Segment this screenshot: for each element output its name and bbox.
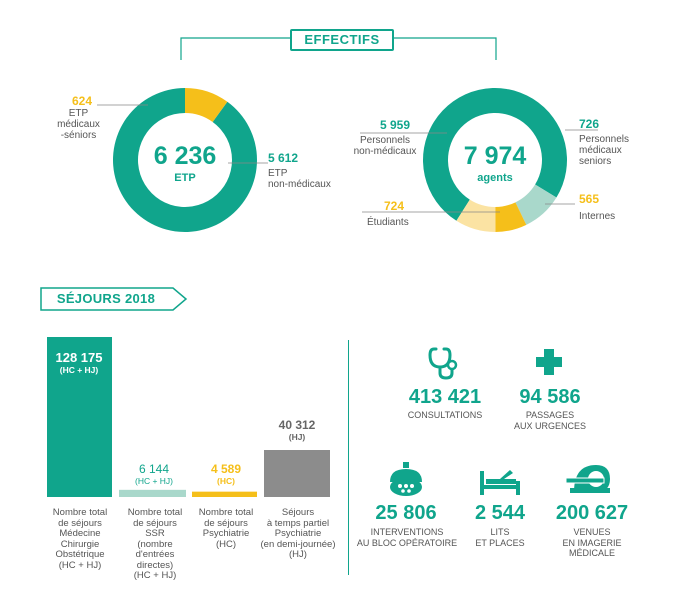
stat-interventions-label: INTERVENTIONS AU BLOC OPÉRATOIRE xyxy=(356,527,458,548)
stat-imagerie-value: 200 627 xyxy=(555,502,629,524)
stethoscope-icon xyxy=(428,347,458,380)
section-divider xyxy=(348,340,349,575)
bar-ssr xyxy=(119,489,186,497)
agents-donut xyxy=(423,88,567,232)
bar-psy-hc xyxy=(192,491,257,497)
bar-psy-hj xyxy=(264,450,330,497)
agents-medical-value: 726 xyxy=(579,117,600,131)
agents-nonmedical-value: 5 959 xyxy=(380,118,411,132)
bar-category-psy-hj: Séjours à temps partiel Psychiatrie (en de… xyxy=(260,507,336,560)
etp-nonmedical-value: 5 612 xyxy=(268,151,299,165)
agents-students-slice xyxy=(456,199,496,232)
etp-medical-value: 624 xyxy=(72,94,93,108)
agents-students-label: Étudiants xyxy=(367,217,409,228)
bar-value-label-ssr: 6 144 (HC + HJ) xyxy=(134,462,173,486)
agents-nonmedical-label: Personnels non-médicaux xyxy=(353,135,417,157)
etp-medical-slice xyxy=(185,88,228,122)
sejours-title-frame xyxy=(40,287,188,311)
etp-total-value: 6 236 xyxy=(153,142,217,170)
etp-nonmedical-label: ETP non-médicaux xyxy=(268,168,331,190)
agents-interns-value: 565 xyxy=(579,192,600,206)
agents-interns-slice xyxy=(495,202,527,232)
agents-medical-slice xyxy=(515,184,557,225)
bar-value-label-psy-hj: 40 312 (HJ) xyxy=(278,418,316,442)
agents-students-value: 724 xyxy=(384,199,405,213)
etp-total-label: ETP xyxy=(174,172,196,184)
mri-scanner-icon xyxy=(566,465,610,493)
agents-leader-lines xyxy=(360,129,598,213)
bar-category-psy-hc: Nombre total de séjours Psychiatrie (HC) xyxy=(198,507,254,550)
stat-lits-value: 2 544 xyxy=(474,502,526,524)
etp-medical-label: ETP médicaux -séniors xyxy=(57,108,100,141)
stat-consultations-label: CONSULTATIONS xyxy=(407,410,483,420)
bar-value-label-mco: 128 175 (HC + HJ) xyxy=(55,350,103,375)
agents-nonmedical-slice xyxy=(423,88,567,221)
stat-imagerie-label: VENUES EN IMAGERIE MÉDICALE xyxy=(562,527,622,558)
stat-urgences-value: 94 586 xyxy=(519,386,581,408)
etp-nonmedical-slice xyxy=(113,88,257,232)
effectifs-title: EFFECTIFS xyxy=(290,29,394,51)
stat-lits-label: LITS ET PLACES xyxy=(475,527,525,548)
stat-consultations-value: 413 421 xyxy=(408,386,482,408)
bar-category-mco: Nombre total de séjours Médecine Chirurgie… xyxy=(52,507,108,571)
medical-cross-icon xyxy=(536,349,562,375)
sejours-title: SÉJOURS 2018 xyxy=(56,291,156,306)
bar-mco xyxy=(47,337,112,497)
agents-medical-label: Personnels médicaux seniors xyxy=(579,134,630,167)
etp-donut xyxy=(113,88,257,232)
etp-leader-lines xyxy=(97,104,268,164)
surgical-lamp-icon xyxy=(390,462,422,496)
stat-urgences-label: PASSAGES AUX URGENCES xyxy=(513,410,586,431)
agents-total-label: agents xyxy=(477,172,513,184)
stat-interventions-value: 25 806 xyxy=(375,502,437,524)
bar-category-ssr: Nombre total de séjours SSR (nombre d'entr… xyxy=(127,507,183,581)
hospital-bed-icon xyxy=(480,470,520,495)
effectifs-bracket xyxy=(180,37,497,60)
agents-total-value: 7 974 xyxy=(463,142,527,170)
agents-interns-label: Internes xyxy=(579,211,616,222)
bar-value-label-psy-hc: 4 589 (HC) xyxy=(210,462,242,486)
